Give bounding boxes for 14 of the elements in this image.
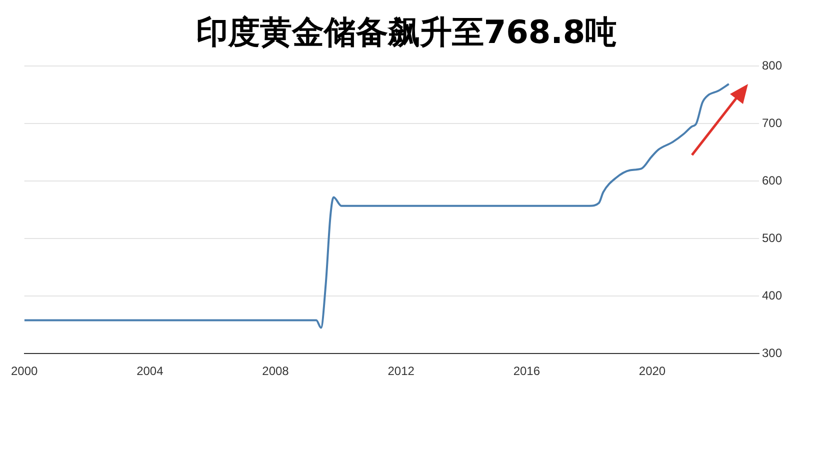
x-tick-label: 2020 bbox=[638, 364, 666, 378]
x-tick-label: 2000 bbox=[10, 364, 38, 378]
y-tick-label: 700 bbox=[762, 116, 782, 130]
y-tick-label: 300 bbox=[762, 346, 782, 360]
y-tick-label: 800 bbox=[762, 58, 782, 73]
y-tick-label: 400 bbox=[762, 288, 782, 302]
x-tick-label: 2008 bbox=[262, 364, 290, 378]
x-tick-label: 2004 bbox=[136, 364, 164, 378]
chart-title: 印度黄金储备飙升至768.8吨 bbox=[194, 12, 618, 53]
x-tick-label: 2016 bbox=[513, 364, 540, 378]
line-series bbox=[24, 83, 730, 329]
y-tick-label: 600 bbox=[762, 173, 782, 188]
x-tick-label: 2012 bbox=[388, 364, 415, 378]
y-tick-label: 500 bbox=[762, 230, 782, 245]
